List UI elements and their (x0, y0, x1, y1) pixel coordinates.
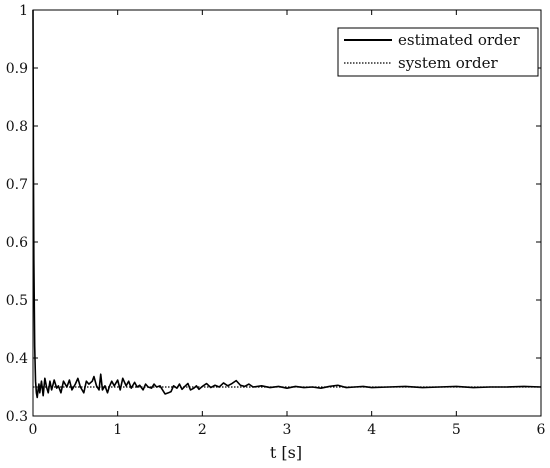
x-tick-label: 0 (29, 422, 38, 438)
x-tick-label: 4 (367, 422, 376, 438)
x-tick-label: 3 (283, 422, 292, 438)
y-tick-label: 0.5 (6, 293, 28, 309)
y-tick-label: 0.7 (6, 177, 28, 193)
x-tick-label: 2 (198, 422, 207, 438)
y-tick-labels: 0.3 0.4 0.5 0.6 0.7 0.8 0.9 1 (6, 3, 28, 425)
legend: estimated order system order (337, 27, 539, 77)
y-tick-label: 0.6 (6, 235, 28, 251)
x-tick-label: 6 (537, 422, 546, 438)
y-tick-label: 1 (19, 3, 28, 19)
x-tick-label: 1 (113, 422, 122, 438)
y-tick-label: 0.3 (6, 409, 28, 425)
y-tick-label: 0.9 (6, 61, 28, 77)
legend-label-estimated-order: estimated order (398, 31, 521, 49)
x-axis-label: t [s] (270, 443, 302, 462)
series-lines (32, 9, 542, 399)
x-tick-labels: 0 1 2 3 4 5 6 (29, 422, 546, 438)
legend-label-system-order: system order (398, 54, 498, 72)
legend-box (337, 27, 539, 77)
x-tick-label: 5 (452, 422, 461, 438)
y-tick-label: 0.4 (6, 351, 28, 367)
y-tick-label: 0.8 (6, 119, 28, 135)
